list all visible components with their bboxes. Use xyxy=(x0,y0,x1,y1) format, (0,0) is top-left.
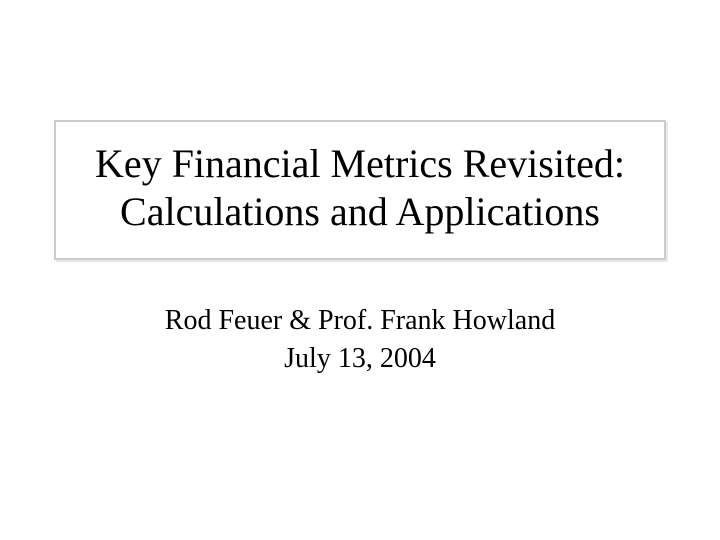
slide-container: Key Financial Metrics Revisited: Calcula… xyxy=(0,0,720,540)
title-line-2: Calculations and Applications xyxy=(68,188,652,236)
subtitle-block: Rod Feuer & Prof. Frank Howland July 13,… xyxy=(54,302,666,378)
title-box: Key Financial Metrics Revisited: Calcula… xyxy=(54,120,666,260)
title-line-1: Key Financial Metrics Revisited: xyxy=(68,140,652,188)
authors-line: Rod Feuer & Prof. Frank Howland xyxy=(54,302,666,340)
date-line: July 13, 2004 xyxy=(54,340,666,378)
